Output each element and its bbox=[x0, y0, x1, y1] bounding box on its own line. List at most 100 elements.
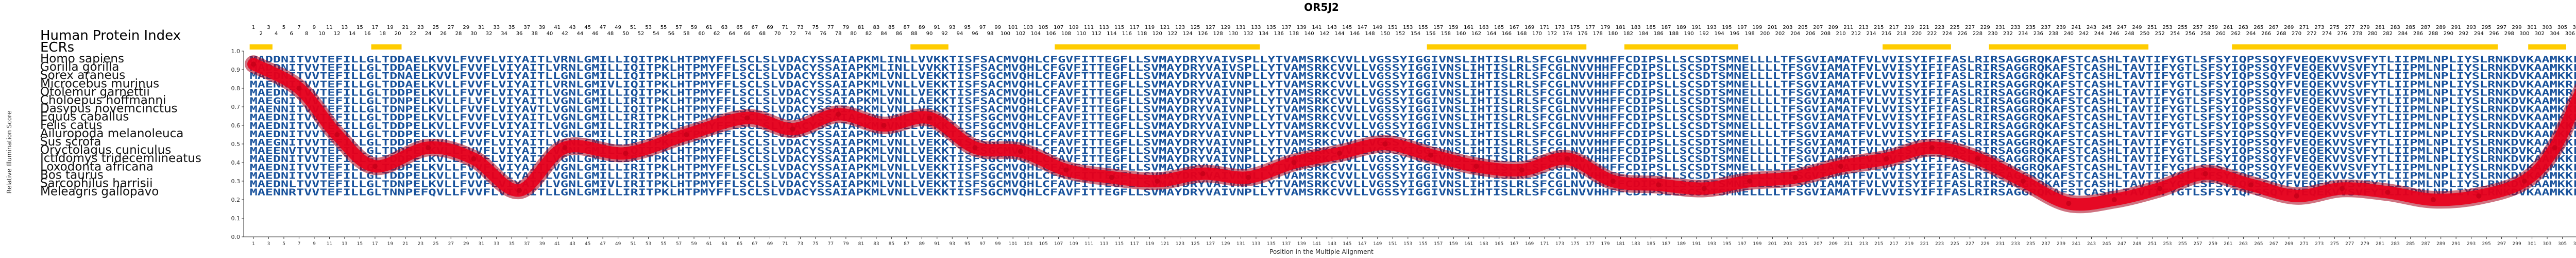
top-position-label: 215 bbox=[1874, 25, 1884, 30]
top-position-label: 102 bbox=[1015, 31, 1025, 37]
top-position-label: 236 bbox=[2033, 31, 2043, 37]
x-tick-label: 153 bbox=[1403, 241, 1412, 247]
x-tick-label: 237 bbox=[2042, 241, 2050, 247]
top-position-label: 286 bbox=[2413, 31, 2423, 37]
top-position-label: 119 bbox=[1145, 25, 1155, 30]
x-tick-label: 1 bbox=[252, 241, 255, 247]
score-point bbox=[2385, 189, 2391, 195]
x-tick-label: 179 bbox=[1601, 241, 1609, 247]
x-tick-label: 263 bbox=[2239, 241, 2248, 247]
x-tick-label: 143 bbox=[1328, 241, 1336, 247]
top-position-label: 274 bbox=[2322, 31, 2332, 37]
top-position-label: 106 bbox=[1046, 31, 1056, 37]
top-position-label: 108 bbox=[1061, 31, 1071, 37]
x-tick-label: 187 bbox=[1662, 241, 1670, 247]
top-position-label: 167 bbox=[1510, 25, 1519, 30]
top-position-label: 183 bbox=[1631, 25, 1640, 30]
y-tick-label: 0.1 bbox=[231, 215, 241, 222]
x-tick-label: 219 bbox=[1905, 241, 1913, 247]
x-tick-label: 283 bbox=[2391, 241, 2400, 247]
y-tick-label: 0.3 bbox=[231, 178, 241, 185]
top-position-label: 38 bbox=[531, 31, 538, 37]
top-position-label: 156 bbox=[1426, 31, 1435, 37]
top-position-label: 28 bbox=[455, 31, 462, 37]
top-position-label: 114 bbox=[1107, 31, 1116, 37]
top-position-label: 276 bbox=[2337, 31, 2347, 37]
y-tick-label: 0.5 bbox=[231, 141, 241, 148]
top-position-label: 272 bbox=[2307, 31, 2317, 37]
x-tick-label: 27 bbox=[448, 241, 454, 247]
sequence-row: MAENNITVVTEFILLGLTDDAELKVLLFVVFLVIYAITLV… bbox=[250, 79, 2576, 90]
x-tick-label: 221 bbox=[1920, 241, 1929, 247]
x-tick-label: 123 bbox=[1176, 241, 1184, 247]
top-position-label: 239 bbox=[2056, 25, 2066, 30]
x-tick-label: 225 bbox=[1951, 241, 1959, 247]
top-position-label: 245 bbox=[2102, 25, 2111, 30]
top-position-label: 87 bbox=[903, 25, 910, 30]
species-label: Felis catus bbox=[40, 119, 103, 132]
score-point bbox=[790, 126, 795, 132]
top-position-label: 96 bbox=[972, 31, 978, 37]
x-tick-label: 129 bbox=[1221, 241, 1230, 247]
top-position-label: 70 bbox=[774, 31, 781, 37]
score-point bbox=[372, 164, 378, 169]
x-tick-label: 89 bbox=[919, 241, 925, 247]
species-label: Gorilla gorilla bbox=[40, 60, 119, 74]
top-position-label: 105 bbox=[1039, 25, 1048, 30]
x-tick-label: 139 bbox=[1297, 241, 1306, 247]
top-position-label: 265 bbox=[2253, 25, 2263, 30]
x-tick-label: 269 bbox=[2284, 241, 2293, 247]
top-position-label: 45 bbox=[584, 25, 591, 30]
top-position-label: 127 bbox=[1206, 25, 1215, 30]
top-position-label: 93 bbox=[949, 25, 956, 30]
top-position-label: 203 bbox=[1783, 25, 1792, 30]
score-point bbox=[2476, 193, 2482, 199]
top-position-label: 2 bbox=[260, 31, 263, 37]
top-position-label: 71 bbox=[782, 25, 789, 30]
score-point bbox=[426, 145, 431, 151]
x-tick-label: 171 bbox=[1540, 241, 1549, 247]
score-point bbox=[296, 86, 302, 91]
x-tick-label: 107 bbox=[1054, 241, 1063, 247]
top-position-label: 51 bbox=[630, 25, 637, 30]
top-position-label: 211 bbox=[1843, 25, 1853, 30]
top-position-label: 115 bbox=[1114, 25, 1124, 30]
top-position-label: 196 bbox=[1730, 31, 1739, 37]
x-tick-label: 97 bbox=[979, 241, 985, 247]
x-tick-label: 189 bbox=[1677, 241, 1686, 247]
top-position-label: 182 bbox=[1623, 31, 1633, 37]
ecr-bar bbox=[1883, 44, 1951, 50]
top-position-label: 137 bbox=[1281, 25, 1291, 30]
score-point bbox=[1656, 182, 1662, 188]
score-point bbox=[1610, 179, 1616, 184]
top-position-label: 154 bbox=[1411, 31, 1420, 37]
top-position-label: 224 bbox=[1942, 31, 1952, 37]
species-label: Homo sapiens bbox=[40, 52, 124, 66]
x-tick-label: 253 bbox=[2163, 241, 2172, 247]
species-label: Choloepus hoffmanni bbox=[40, 94, 166, 107]
top-position-label: 126 bbox=[1198, 31, 1208, 37]
top-position-label: 77 bbox=[827, 25, 834, 30]
top-position-label: 290 bbox=[2444, 31, 2453, 37]
x-tick-label: 303 bbox=[2543, 241, 2551, 247]
top-position-label: 189 bbox=[1676, 25, 1686, 30]
top-position-label: 232 bbox=[2003, 31, 2013, 37]
x-tick-label: 45 bbox=[585, 241, 590, 247]
score-point bbox=[623, 151, 629, 156]
top-position-label: 12 bbox=[334, 31, 341, 37]
x-tick-label: 155 bbox=[1419, 241, 1428, 247]
top-position-label: 165 bbox=[1494, 25, 1504, 30]
top-position-label: 34 bbox=[501, 31, 507, 37]
top-position-label: 23 bbox=[417, 25, 424, 30]
top-position-label: 110 bbox=[1076, 31, 1086, 37]
x-tick-label: 147 bbox=[1358, 241, 1367, 247]
top-position-label: 279 bbox=[2360, 25, 2370, 30]
top-position-label: 283 bbox=[2391, 25, 2400, 30]
x-tick-label: 185 bbox=[1647, 241, 1655, 247]
top-position-label: 18 bbox=[379, 31, 386, 37]
top-position-label: 210 bbox=[1836, 31, 1846, 37]
score-point bbox=[1792, 174, 1798, 180]
top-position-label: 226 bbox=[1957, 31, 1967, 37]
top-position-label: 157 bbox=[1433, 25, 1443, 30]
top-position-label: 199 bbox=[1752, 25, 1762, 30]
